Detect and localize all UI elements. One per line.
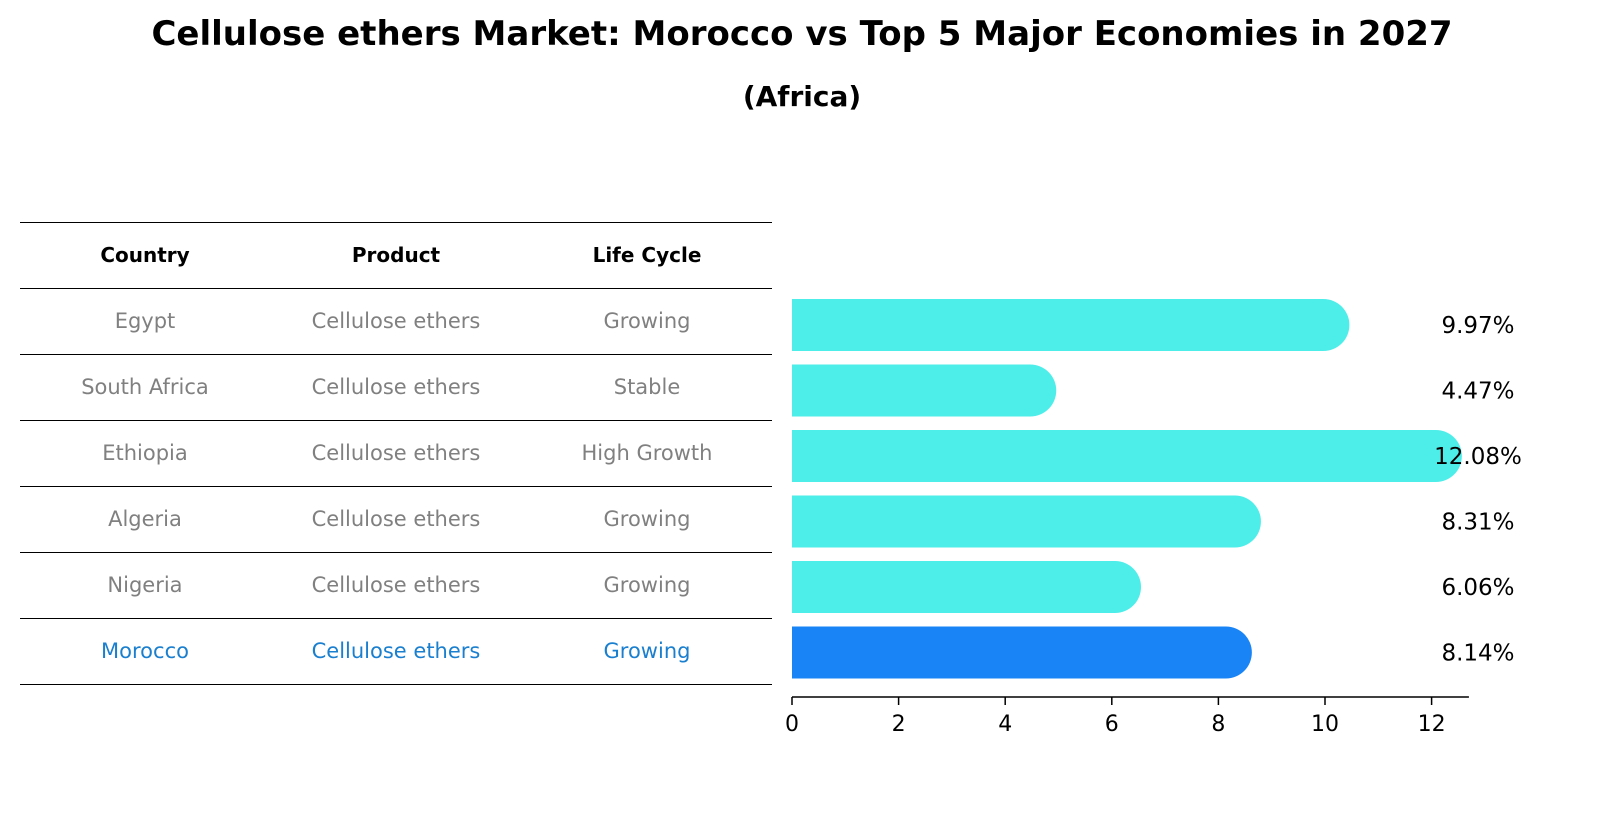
bar — [792, 495, 1261, 548]
table-rule — [20, 618, 772, 619]
header-country: Country — [100, 243, 190, 267]
table-row: Egypt Cellulose ethers Growing — [20, 288, 772, 354]
cell-country: South Africa — [81, 375, 209, 399]
x-tick-label: 4 — [998, 712, 1012, 737]
cell-product: Cellulose ethers — [311, 441, 481, 465]
table-rule — [20, 420, 772, 421]
bar — [792, 430, 1462, 482]
table-rule — [20, 552, 772, 553]
x-tick-label: 10 — [1311, 712, 1339, 737]
bar-value-label: 4.47% — [1441, 379, 1514, 405]
table-row: South Africa Cellulose ethers Stable — [20, 354, 772, 420]
table-row: Ethiopia Cellulose ethers High Growth — [20, 420, 772, 486]
x-tick-label: 2 — [892, 712, 906, 737]
cell-country: Egypt — [114, 309, 176, 333]
cell-product: Cellulose ethers — [311, 309, 481, 333]
cell-life-cycle: Growing — [603, 309, 691, 333]
chart-subtitle: (Africa) — [742, 80, 862, 113]
cell-life-cycle: Stable — [613, 375, 681, 399]
x-tick-label: 0 — [785, 712, 799, 737]
cell-country: Algeria — [108, 507, 182, 531]
bar-value-label: 8.14% — [1441, 641, 1514, 667]
cell-product: Cellulose ethers — [311, 375, 481, 399]
table-rule — [20, 222, 772, 223]
table-rule — [20, 354, 772, 355]
table-rule — [20, 288, 772, 289]
bar-highlighted — [792, 626, 1252, 679]
cell-life-cycle: Growing — [603, 507, 691, 531]
bar — [792, 299, 1350, 351]
table-header-row: Country Product Life Cycle — [20, 222, 772, 288]
cell-product: Cellulose ethers — [311, 507, 481, 531]
bar-value-label: 9.97% — [1441, 313, 1514, 339]
cell-country: Morocco — [101, 639, 189, 663]
cell-life-cycle: High Growth — [581, 441, 713, 465]
x-tick-label: 12 — [1418, 712, 1446, 737]
table-rule — [20, 486, 772, 487]
cell-country: Ethiopia — [102, 441, 188, 465]
table-row-highlighted: Morocco Cellulose ethers Growing — [20, 618, 772, 684]
chart-title: Cellulose ethers Market: Morocco vs Top … — [151, 14, 1453, 54]
bar — [792, 561, 1141, 613]
table-row: Nigeria Cellulose ethers Growing — [20, 552, 772, 618]
bar-value-label: 8.31% — [1441, 510, 1514, 536]
header-product: Product — [351, 243, 441, 267]
table-row: Algeria Cellulose ethers Growing — [20, 486, 772, 552]
cell-product: Cellulose ethers — [311, 573, 481, 597]
x-tick-label: 6 — [1105, 712, 1119, 737]
bar — [792, 364, 1057, 417]
x-tick-label: 8 — [1211, 712, 1225, 737]
cell-product: Cellulose ethers — [311, 639, 481, 663]
table-rule — [20, 684, 772, 685]
cell-life-cycle: Growing — [603, 573, 691, 597]
cell-country: Nigeria — [107, 573, 183, 597]
bar-value-label: 12.08% — [1434, 444, 1522, 470]
bar-value-label: 6.06% — [1441, 575, 1514, 601]
cell-life-cycle: Growing — [603, 639, 691, 663]
header-life-cycle: Life Cycle — [592, 243, 702, 267]
